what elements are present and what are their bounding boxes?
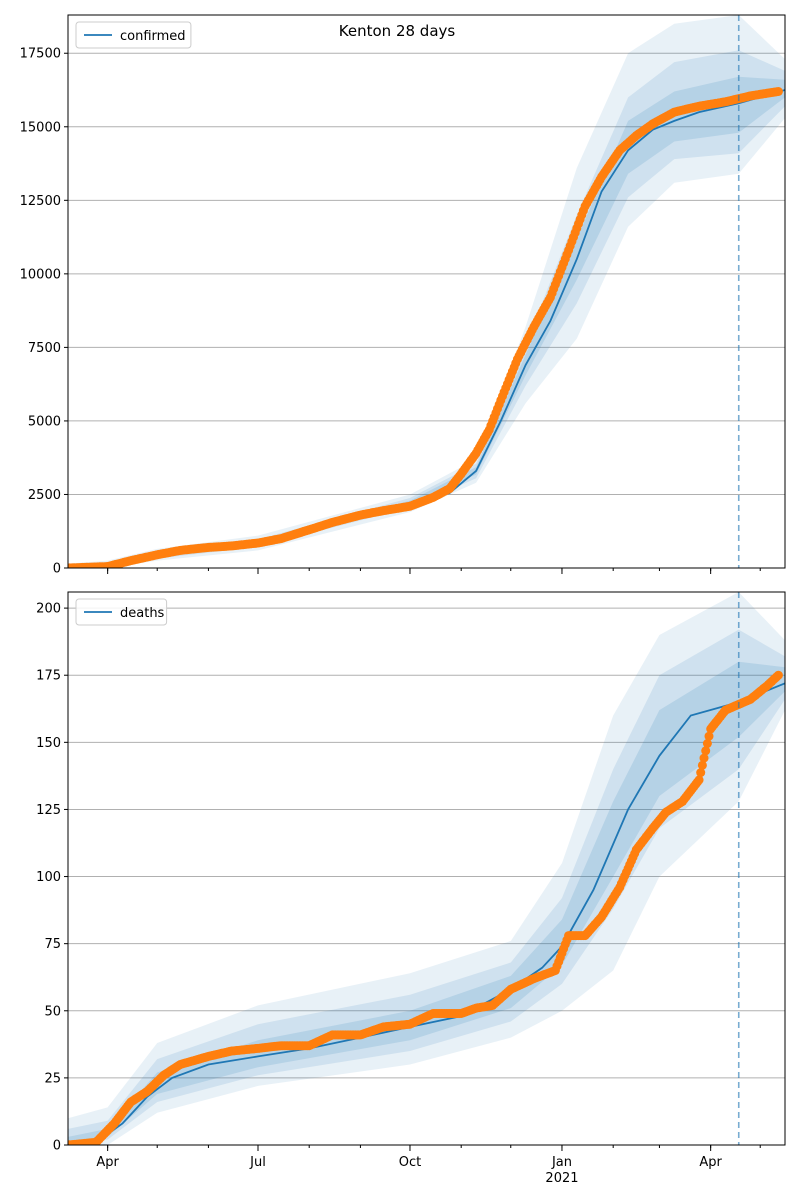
series-line-deaths: [68, 682, 785, 1145]
legend-label: confirmed: [120, 29, 186, 44]
uncertainty-band-inner: [68, 76, 785, 568]
observation-point: [702, 739, 712, 748]
x-tick-label: Oct: [399, 1155, 421, 1170]
axes-frame: [67, 591, 786, 1146]
figure-title: Kenton 28 days: [339, 22, 456, 40]
plot-area: [68, 15, 785, 568]
y-tick-label: 7500: [28, 341, 61, 356]
legend-box: [75, 21, 192, 49]
observation-point: [699, 753, 709, 763]
x-tick-label: Apr: [96, 1155, 119, 1170]
observation-point: [704, 731, 714, 741]
observation-points: [68, 87, 783, 568]
y-tick-label: 25: [44, 1071, 61, 1086]
legend-box: [75, 598, 168, 626]
y-tick-label: 175: [36, 669, 61, 684]
y-tick-label: 150: [36, 736, 61, 751]
observation-points: [68, 670, 783, 1145]
x-tick-label: Apr: [699, 1155, 722, 1170]
y-tick-label: 100: [36, 870, 61, 885]
observation-point: [773, 670, 783, 680]
y-tick-label: 200: [36, 602, 61, 617]
y-tick-label: 12500: [20, 194, 61, 209]
observation-point: [697, 760, 707, 770]
y-tick-label: 0: [53, 1139, 61, 1154]
observation-point: [701, 746, 711, 756]
observation-point: [694, 775, 704, 785]
uncertainty-band-middle: [68, 50, 785, 568]
y-tick-label: 50: [44, 1004, 61, 1019]
x-tick-label: Jan: [551, 1155, 572, 1170]
x-tick-label: Jul: [249, 1155, 266, 1170]
y-tick-label: 15000: [20, 120, 61, 135]
y-tick-label: 5000: [28, 414, 61, 429]
uncertainty-band-outer: [68, 592, 785, 1145]
y-tick-label: 0: [53, 562, 61, 577]
y-tick-label: 125: [36, 803, 61, 818]
observation-point: [696, 768, 706, 778]
confirmed-panel: 0 2500 5000 7500 10000 12500 15000 17500 confirm…: [20, 14, 786, 577]
plot-area: [68, 592, 785, 1145]
y-tick-label: 2500: [28, 488, 61, 503]
x-tick-sublabel: 2021: [545, 1171, 578, 1186]
legend-label: deaths: [120, 606, 165, 621]
y-tick-label: 10000: [20, 267, 61, 282]
observation-point: [773, 87, 783, 96]
uncertainty-band-outer: [68, 15, 785, 568]
axes-frame: [67, 14, 786, 569]
y-tick-label: 17500: [20, 47, 61, 62]
y-tick-label: 75: [44, 937, 61, 952]
